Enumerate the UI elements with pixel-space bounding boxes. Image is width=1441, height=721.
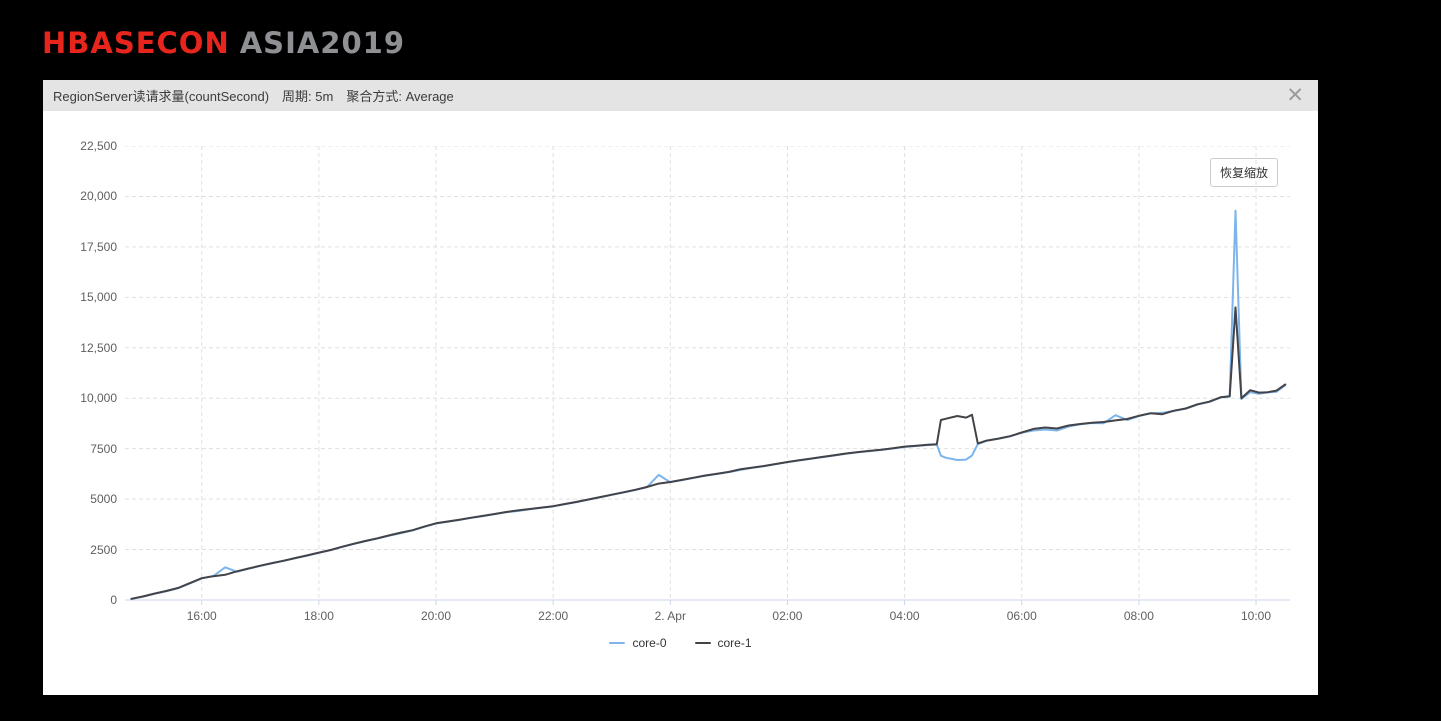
x-tick-label: 18:00 — [303, 609, 334, 623]
close-icon[interactable]: ✕ — [1286, 84, 1304, 107]
plot-area[interactable] — [125, 146, 1290, 606]
legend-item-core-1[interactable]: core-1 — [694, 636, 752, 650]
y-tick-label: 17,500 — [80, 239, 117, 254]
legend-label-core-1: core-1 — [717, 636, 752, 650]
y-tick-label: 22,500 — [80, 139, 117, 153]
x-tick-label: 08:00 — [1123, 609, 1154, 623]
x-tick-label: 20:00 — [421, 609, 452, 623]
dialog-title-metric: RegionServer读请求量(countSecond) — [53, 89, 270, 104]
y-tick-label: 10,000 — [80, 391, 117, 406]
logo-hbasecon: HBASECON — [42, 25, 230, 61]
legend-marker-core-0 — [609, 642, 626, 644]
legend-item-core-0[interactable]: core-0 — [609, 636, 667, 650]
y-tick-label: 20,000 — [80, 189, 117, 204]
x-tick-label: 22:00 — [538, 609, 569, 623]
app-logo: HBASECON ASIA2019 — [42, 26, 405, 61]
legend-label-core-0: core-0 — [632, 636, 667, 650]
dialog-title-aggregation: 聚合方式: Average — [346, 89, 454, 104]
y-tick-label: 2500 — [90, 542, 117, 557]
x-tick-label: 06:00 — [1006, 609, 1037, 623]
legend-marker-core-1 — [694, 642, 711, 644]
metric-dialog: RegionServer读请求量(countSecond) 周期: 5m 聚合方式:… — [43, 80, 1318, 695]
dialog-title: RegionServer读请求量(countSecond) 周期: 5m 聚合方式:… — [53, 86, 1282, 105]
series-line-core-1 — [130, 306, 1287, 600]
y-tick-label: 5000 — [90, 492, 117, 507]
x-tick-label: 2. Apr — [654, 609, 686, 623]
x-tick-label: 04:00 — [889, 609, 920, 623]
line-chart[interactable]: 恢复缩放 core-0 core-1 0 2500 5000 7500 10,000 12… — [43, 111, 1318, 695]
chart-legend: core-0 core-1 — [43, 636, 1318, 650]
series-line-core-0 — [130, 209, 1287, 600]
x-tick-label: 10:00 — [1241, 609, 1272, 623]
dialog-header: RegionServer读请求量(countSecond) 周期: 5m 聚合方式:… — [43, 80, 1318, 111]
y-tick-label: 15,000 — [80, 290, 117, 305]
logo-asia2019: ASIA2019 — [239, 25, 406, 61]
x-tick-label: 16:00 — [186, 609, 217, 623]
x-tick-label: 02:00 — [772, 609, 803, 623]
y-tick-label: 12,500 — [80, 340, 117, 355]
y-tick-label: 0 — [110, 593, 117, 607]
dialog-title-period: 周期: 5m — [282, 89, 334, 104]
y-tick-label: 7500 — [90, 441, 117, 456]
